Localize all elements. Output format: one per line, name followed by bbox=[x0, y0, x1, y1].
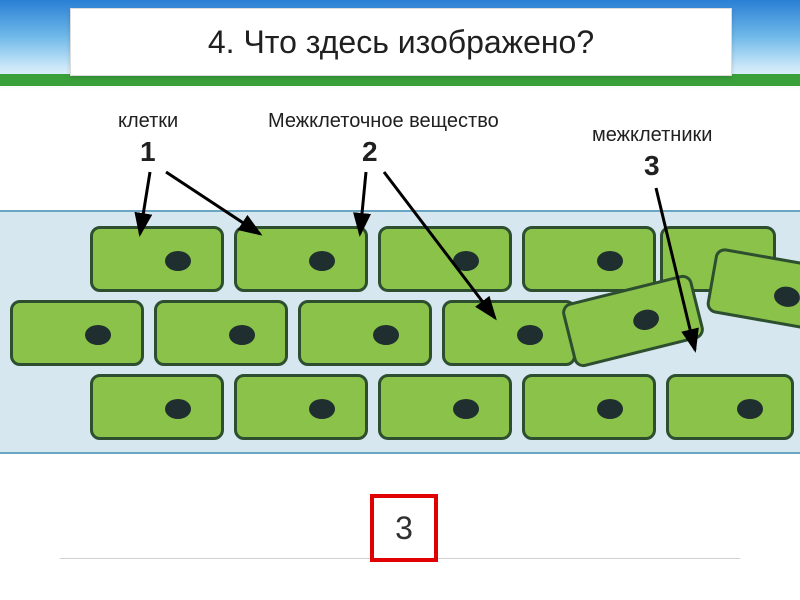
label-n1: 1 bbox=[140, 136, 156, 168]
title-box: 4. Что здесь изображено? bbox=[70, 8, 732, 76]
nucleus bbox=[453, 399, 479, 419]
title-text: 4. Что здесь изображено? bbox=[208, 24, 594, 61]
cell bbox=[378, 374, 512, 440]
cell bbox=[10, 300, 144, 366]
nucleus bbox=[85, 325, 111, 345]
nucleus bbox=[309, 399, 335, 419]
label-cells: клетки bbox=[118, 110, 178, 133]
nucleus bbox=[229, 325, 255, 345]
cell bbox=[522, 226, 656, 292]
cell bbox=[298, 300, 432, 366]
nucleus bbox=[165, 251, 191, 271]
cell bbox=[154, 300, 288, 366]
nucleus bbox=[373, 325, 399, 345]
cell bbox=[442, 300, 576, 366]
cell bbox=[378, 226, 512, 292]
nucleus bbox=[517, 325, 543, 345]
nucleus bbox=[772, 285, 800, 309]
nucleus bbox=[165, 399, 191, 419]
nucleus bbox=[631, 307, 661, 333]
nucleus bbox=[737, 399, 763, 419]
cell bbox=[90, 374, 224, 440]
label-intercellular-substance: Межклеточное вещество bbox=[268, 110, 499, 133]
nucleus bbox=[597, 399, 623, 419]
answer-value: 3 bbox=[395, 510, 413, 547]
cell bbox=[90, 226, 224, 292]
label-intercellular-spaces: межклетники bbox=[592, 124, 712, 147]
cell bbox=[522, 374, 656, 440]
label-n3: 3 bbox=[644, 150, 660, 182]
nucleus bbox=[309, 251, 335, 271]
label-n2: 2 bbox=[362, 136, 378, 168]
cell bbox=[666, 374, 794, 440]
nucleus bbox=[453, 251, 479, 271]
cell bbox=[234, 374, 368, 440]
nucleus bbox=[597, 251, 623, 271]
answer-box: 3 bbox=[370, 494, 438, 562]
cell bbox=[234, 226, 368, 292]
